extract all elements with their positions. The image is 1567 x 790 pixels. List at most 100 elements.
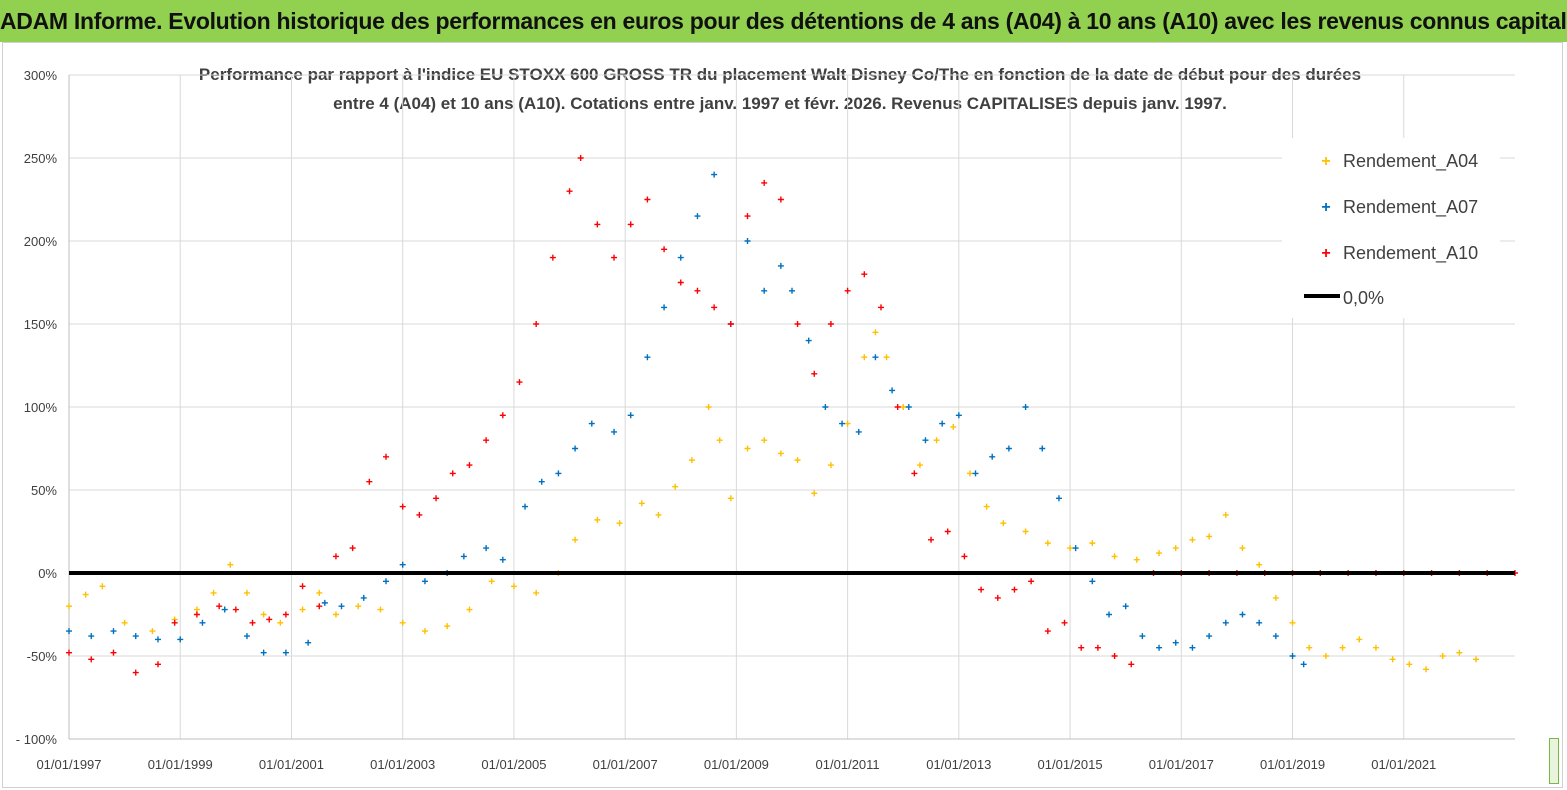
data-point-a07 [611, 428, 618, 435]
data-point-a04 [572, 536, 579, 543]
data-point-a04 [638, 500, 645, 507]
data-point-a10 [627, 221, 634, 228]
data-point-a04 [872, 329, 879, 336]
data-point-a07 [88, 633, 95, 640]
scroll-handle[interactable] [1549, 738, 1559, 784]
data-point-a07 [1172, 639, 1179, 646]
data-point-a10 [694, 287, 701, 294]
data-point-a10 [1044, 628, 1051, 635]
data-point-a04 [916, 462, 923, 469]
data-point-a04 [1356, 636, 1363, 643]
data-point-a04 [149, 628, 156, 635]
data-point-a04 [121, 619, 128, 626]
data-point-a04 [1206, 533, 1213, 540]
data-point-a04 [488, 578, 495, 585]
data-point-a04 [811, 490, 818, 497]
data-point-a04 [466, 606, 473, 613]
y-tick-label: 200% [24, 234, 58, 249]
data-point-a10 [761, 179, 768, 186]
data-point-a10 [416, 511, 423, 518]
data-point-a04 [377, 606, 384, 613]
data-point-a07 [243, 633, 250, 640]
x-tick-label: 01/01/2019 [1260, 757, 1325, 772]
data-point-a10 [132, 669, 139, 676]
data-point-a04 [332, 611, 339, 618]
data-point-a10 [1128, 661, 1135, 668]
data-point-a10 [332, 553, 339, 560]
data-point-a10 [894, 404, 901, 410]
data-point-a10 [844, 287, 851, 294]
x-tick-label: 01/01/2003 [370, 757, 435, 772]
data-point-a04 [1022, 528, 1029, 535]
data-point-a07 [1189, 644, 1196, 651]
data-point-a04 [844, 420, 851, 427]
data-point-a07 [839, 420, 846, 427]
data-point-a10 [1028, 578, 1035, 585]
data-point-a07 [1156, 644, 1163, 651]
x-axis-tick-labels: 01/01/1997 01/01/1999 01/01/2001 01/01/2003… [36, 757, 1436, 772]
data-point-a04 [1423, 666, 1430, 673]
data-point-a10 [777, 196, 784, 203]
data-point-a10 [299, 583, 306, 590]
data-point-a04 [950, 423, 957, 430]
legend-marker-a07: + [1321, 199, 1330, 216]
x-tick-label: 01/01/2007 [593, 757, 658, 772]
x-tick-label: 01/01/2017 [1149, 757, 1214, 772]
data-point-a10 [711, 304, 718, 311]
chart-title-line2: entre 4 (A04) et 10 ans (A10). Cotations… [333, 94, 1227, 113]
data-point-a04 [777, 450, 784, 457]
data-point-a07 [922, 437, 929, 444]
data-point-a04 [299, 606, 306, 613]
data-point-a10 [1111, 653, 1118, 659]
data-point-a07 [1122, 603, 1129, 610]
data-point-a07 [483, 545, 490, 552]
data-point-a10 [466, 462, 473, 469]
data-point-a10 [928, 536, 935, 543]
data-point-a04 [99, 583, 106, 590]
y-tick-label: 300% [24, 68, 58, 83]
data-point-a07 [177, 636, 184, 643]
data-point-a10 [911, 470, 918, 477]
data-point-a10 [794, 321, 801, 327]
data-point-a04 [616, 520, 623, 527]
x-tick-label: 01/01/2001 [259, 757, 324, 772]
legend-box [1282, 138, 1500, 318]
data-point-a07 [989, 453, 996, 460]
data-point-a04 [727, 495, 734, 502]
y-tick-label: - 100% [16, 732, 58, 747]
data-point-a04 [966, 470, 973, 477]
x-tick-label: 01/01/2015 [1038, 757, 1103, 772]
data-point-a04 [1239, 545, 1246, 552]
data-point-a07 [538, 478, 545, 485]
data-point-a10 [594, 221, 601, 228]
y-tick-label: 0% [38, 566, 57, 581]
data-point-a07 [855, 428, 862, 435]
data-point-a10 [433, 495, 440, 502]
data-point-a04 [672, 483, 679, 490]
data-point-a04 [594, 516, 601, 523]
data-point-a10 [533, 321, 540, 327]
data-point-a04 [861, 354, 868, 361]
data-point-a10 [316, 603, 323, 610]
data-point-a07 [460, 553, 467, 560]
data-point-a10 [516, 379, 523, 386]
data-point-a07 [555, 470, 562, 477]
data-point-a04 [1289, 619, 1296, 626]
y-tick-label: 150% [24, 317, 58, 332]
series-a07 [66, 171, 1307, 668]
data-point-a07 [661, 304, 668, 311]
data-point-a10 [66, 649, 72, 656]
data-point-a04 [744, 445, 751, 452]
data-point-a10 [399, 503, 406, 510]
data-point-a04 [1067, 545, 1074, 552]
data-point-a07 [1005, 445, 1012, 452]
data-point-a04 [983, 503, 990, 510]
data-point-a07 [499, 556, 506, 563]
legend-label-a07: Rendement_A07 [1343, 197, 1478, 218]
data-point-a04 [794, 457, 801, 464]
data-point-a10 [577, 155, 584, 161]
data-point-a10 [861, 271, 868, 278]
data-point-a10 [216, 603, 223, 610]
x-tick-label: 01/01/2011 [816, 757, 880, 772]
data-point-a10 [483, 437, 490, 444]
